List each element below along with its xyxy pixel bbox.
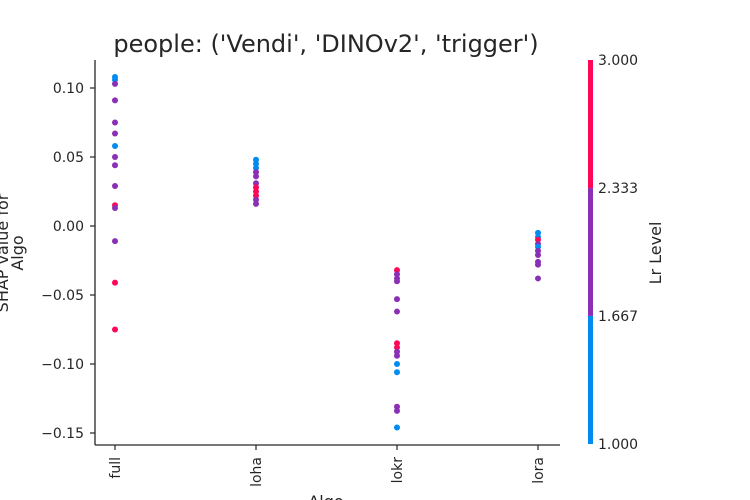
- scatter-point: [253, 196, 259, 203]
- colorbar-tick-label: 3.000: [598, 53, 638, 69]
- scatter-point: [112, 205, 118, 212]
- scatter-point: [394, 296, 400, 303]
- scatter-point: [394, 369, 400, 376]
- scatter-point: [394, 267, 400, 274]
- scatter-point: [535, 229, 541, 236]
- scatter-point: [394, 271, 400, 278]
- x-tick-label: loha: [249, 457, 265, 487]
- y-tick-label: −0.15: [41, 426, 84, 442]
- scatter-point: [112, 80, 118, 87]
- y-axis-title-line1: SHAP value for: [0, 193, 12, 312]
- x-tick-label: lora: [531, 457, 547, 484]
- colorbar: 1.000 1.667 2.333 3.000: [588, 53, 638, 453]
- scatter-point: [112, 76, 118, 83]
- x-tick-label: full: [108, 457, 124, 479]
- scatter-point: [394, 407, 400, 414]
- scatter-point: [394, 308, 400, 315]
- scatter-point: [535, 247, 541, 254]
- colorbar-band: [588, 188, 593, 316]
- y-tick-label: 0.10: [53, 81, 84, 97]
- scatter-point: [253, 169, 259, 176]
- y-tick-label: 0.05: [53, 150, 84, 166]
- x-tick-label: lokr: [390, 457, 406, 484]
- scatter-point: [535, 261, 541, 268]
- scatter-point: [253, 188, 259, 195]
- scatter-point: [394, 278, 400, 285]
- scatter-point: [253, 156, 259, 163]
- colorbar-band: [588, 315, 593, 444]
- scatter-point: [112, 279, 118, 286]
- scatter-point: [112, 130, 118, 137]
- scatter-point: [394, 348, 400, 355]
- scatter-point: [535, 251, 541, 258]
- colorbar-tick-label: 2.333: [598, 181, 638, 197]
- scatter-point: [535, 243, 541, 250]
- colorbar-tick-label: 1.667: [598, 309, 638, 325]
- scatter-point: [112, 154, 118, 160]
- scatter-point: [253, 180, 259, 187]
- scatter-point: [253, 200, 259, 207]
- scatter-point: [253, 165, 259, 172]
- scatter-point: [253, 184, 259, 191]
- y-tick-label: 0.00: [53, 219, 84, 235]
- y-tick-label: −0.05: [41, 288, 84, 304]
- colorbar-title: Lr Level: [646, 222, 665, 285]
- scatter-point: [394, 403, 400, 410]
- y-axis-title-line2: Algo: [8, 235, 27, 270]
- scatter-point: [394, 340, 400, 347]
- y-tick-label: −0.10: [41, 357, 84, 373]
- plot-area: 0.10 0.05 0.00 −0.05 −0.10 −0.15 full loha lokr l…: [41, 60, 560, 487]
- x-axis-title: Algo: [308, 492, 343, 500]
- chart-title: people: ('Vendi', 'DINOv2', 'trigger'): [113, 30, 538, 58]
- scatter-point: [112, 326, 118, 333]
- scatter-point: [394, 424, 400, 431]
- colorbar-tick-label: 1.000: [598, 437, 638, 453]
- scatter-point: [394, 344, 400, 351]
- scatter-point: [112, 182, 118, 189]
- scatter-point: [112, 142, 118, 149]
- scatter-point: [394, 361, 400, 367]
- scatter-point: [394, 352, 400, 359]
- scatter-point: [253, 173, 259, 180]
- scatter-point: [112, 238, 118, 245]
- scatter-point: [112, 97, 118, 104]
- scatter-point: [112, 162, 118, 169]
- scatter-point: [253, 192, 259, 199]
- scatter-point: [535, 275, 541, 282]
- colorbar-band: [588, 60, 593, 189]
- scatter-point: [535, 236, 541, 243]
- scatter-point: [253, 160, 259, 167]
- scatter-point: [112, 119, 118, 126]
